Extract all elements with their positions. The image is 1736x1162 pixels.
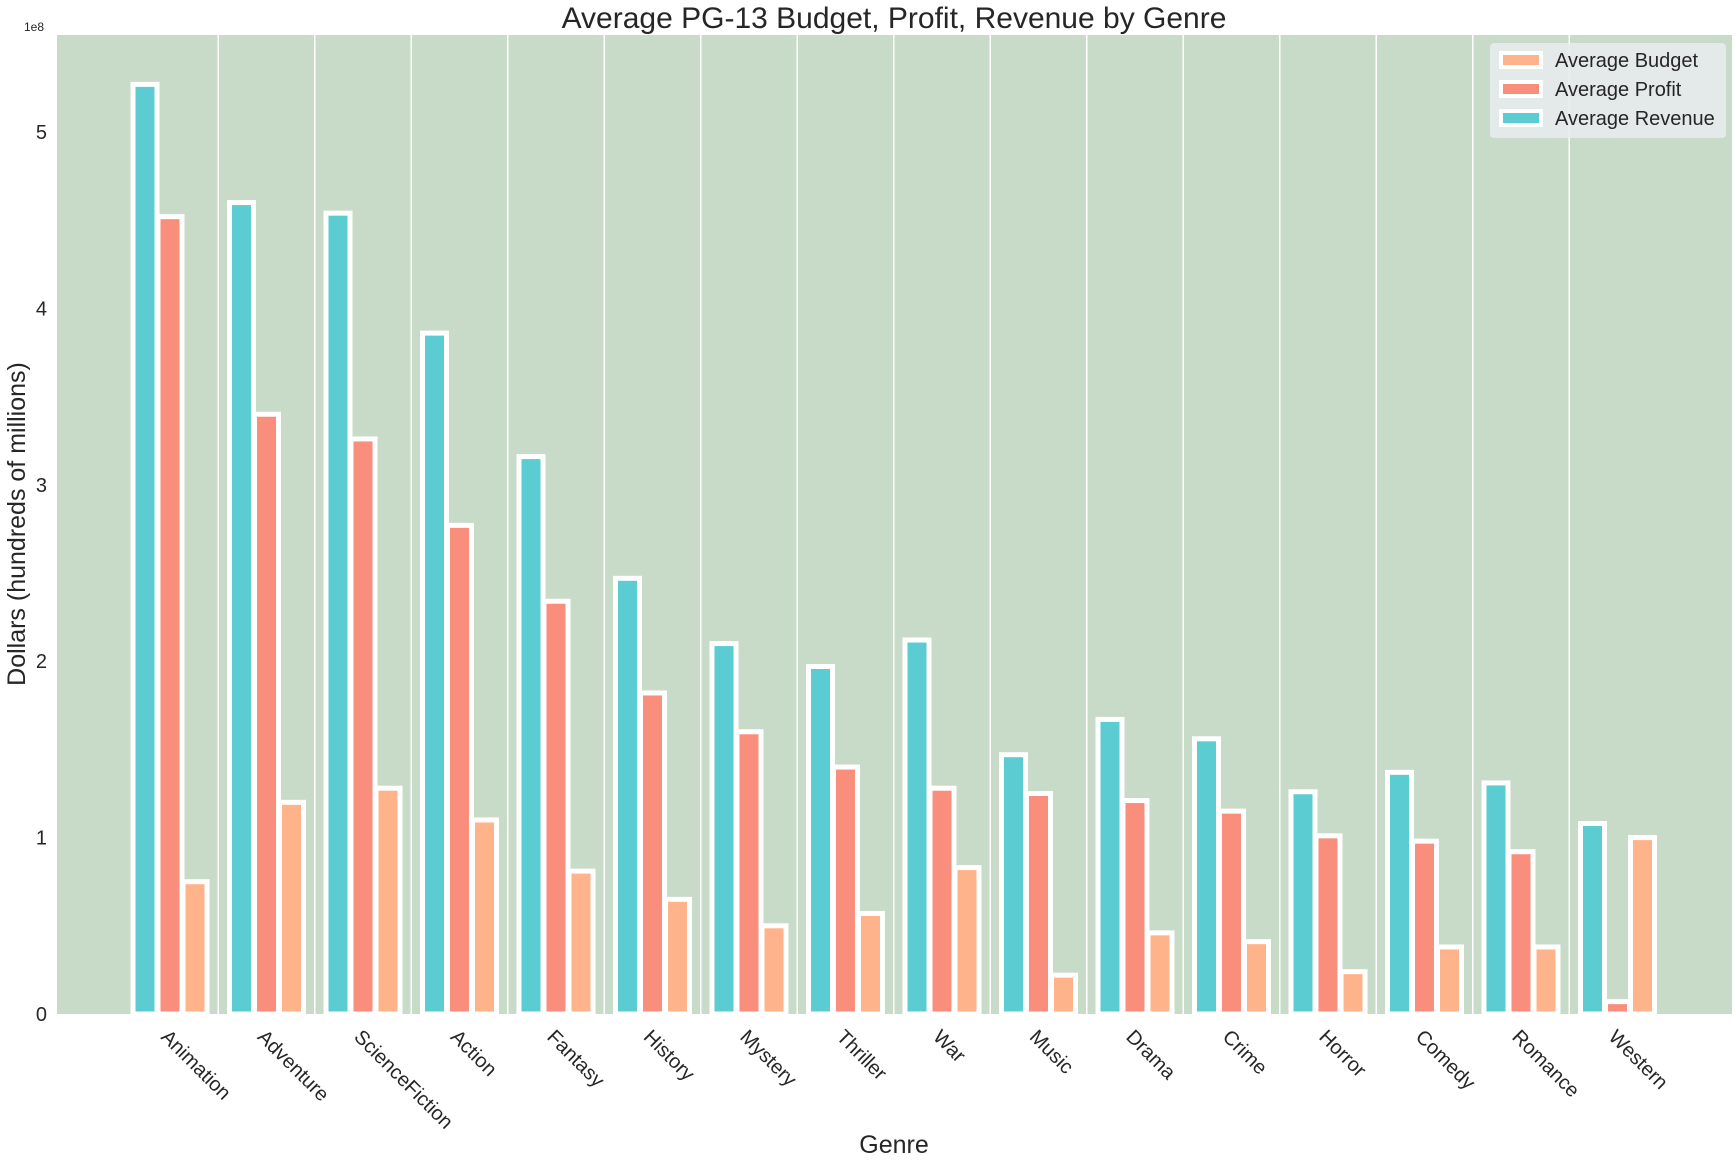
x-tick-label: Horror bbox=[1314, 1026, 1370, 1082]
bar-average-profit bbox=[1313, 833, 1343, 1017]
x-tick-label: Romance bbox=[1507, 1026, 1583, 1102]
bar-average-budget bbox=[566, 868, 596, 1017]
y-tick-label: 4 bbox=[36, 298, 47, 320]
legend-label: Average Budget bbox=[1555, 50, 1699, 72]
bar-average-revenue bbox=[1095, 716, 1125, 1017]
bar-average-budget bbox=[759, 923, 789, 1017]
bar-average-revenue bbox=[1385, 769, 1414, 1017]
bar-average-profit bbox=[1217, 808, 1246, 1017]
bar-average-revenue bbox=[227, 200, 256, 1017]
x-tick-label: Action bbox=[446, 1026, 501, 1081]
bar-average-revenue bbox=[420, 330, 449, 1017]
y-tick-label: 1 bbox=[36, 828, 47, 850]
bar-average-budget bbox=[373, 785, 403, 1017]
bar-average-budget bbox=[1628, 835, 1657, 1017]
bar-average-revenue bbox=[806, 663, 835, 1017]
bar-average-budget bbox=[1435, 944, 1464, 1017]
chart-title: Average PG-13 Budget, Profit, Revenue by… bbox=[562, 2, 1227, 35]
x-tick-label: Adventure bbox=[253, 1026, 333, 1106]
bar-average-profit bbox=[1024, 791, 1053, 1017]
legend-frame bbox=[1490, 43, 1726, 138]
x-tick-label: History bbox=[639, 1026, 699, 1086]
bar-average-budget bbox=[952, 865, 982, 1017]
legend-swatch bbox=[1499, 80, 1543, 98]
x-tick-label: Fantasy bbox=[542, 1026, 608, 1092]
x-tick-label: War bbox=[928, 1026, 969, 1067]
bar-average-profit bbox=[445, 522, 474, 1017]
bar-average-revenue bbox=[516, 454, 546, 1017]
y-tick-label: 5 bbox=[36, 122, 47, 144]
bar-average-profit bbox=[541, 598, 571, 1017]
bar-average-revenue bbox=[323, 210, 353, 1017]
bar-average-budget bbox=[1531, 944, 1561, 1017]
x-tick-label: Drama bbox=[1121, 1026, 1180, 1085]
bar-average-profit bbox=[734, 729, 764, 1017]
bar-average-revenue bbox=[613, 575, 642, 1017]
bar-average-profit bbox=[252, 411, 281, 1017]
bar-average-profit bbox=[638, 690, 667, 1017]
bar-average-revenue bbox=[1288, 789, 1318, 1017]
bar-average-budget bbox=[663, 896, 692, 1017]
y-axis-label: Dollars (hundreds of millions) bbox=[3, 362, 31, 686]
x-tick-label: Western bbox=[1604, 1026, 1672, 1094]
bar-average-revenue bbox=[709, 641, 739, 1017]
y-axis-ticks: 0 1 2 3 4 5 bbox=[36, 122, 47, 1026]
bar-average-budget bbox=[277, 799, 306, 1017]
bar-average-profit bbox=[1120, 798, 1150, 1017]
bar-average-revenue bbox=[1481, 780, 1511, 1017]
bars bbox=[130, 81, 1657, 1017]
y-axis-offset-label: 1e8 bbox=[24, 20, 44, 34]
x-tick-label: Thriller bbox=[832, 1026, 891, 1085]
bar-average-revenue bbox=[1192, 736, 1221, 1017]
bar-average-profit bbox=[155, 214, 185, 1017]
bar-average-profit bbox=[1603, 999, 1632, 1017]
x-tick-label: Mystery bbox=[735, 1026, 800, 1091]
legend-swatch bbox=[1499, 51, 1543, 69]
bar-average-budget bbox=[180, 879, 210, 1017]
x-tick-label: Comedy bbox=[1411, 1026, 1479, 1094]
legend: Average Budget Average Profit Average Reve… bbox=[1490, 43, 1726, 138]
bar-average-profit bbox=[1506, 849, 1536, 1017]
y-tick-label: 3 bbox=[36, 475, 47, 497]
bar-average-budget bbox=[856, 910, 885, 1017]
bar-average-revenue bbox=[999, 752, 1028, 1017]
bar-average-revenue bbox=[130, 81, 160, 1017]
bar-average-profit bbox=[831, 764, 860, 1017]
bar-average-budget bbox=[1338, 969, 1368, 1017]
grid-lines bbox=[217, 35, 1570, 1014]
x-tick-label: Animation bbox=[156, 1026, 234, 1104]
bar-average-budget bbox=[1145, 930, 1175, 1017]
bar-average-budget bbox=[1049, 972, 1078, 1017]
x-tick-label: ScienceFiction bbox=[349, 1026, 457, 1134]
legend-label: Average Revenue bbox=[1555, 108, 1715, 130]
legend-label: Average Profit bbox=[1555, 79, 1682, 101]
bar-average-profit bbox=[927, 785, 957, 1017]
x-tick-label: Music bbox=[1025, 1026, 1077, 1078]
bar-average-budget bbox=[1242, 939, 1271, 1017]
bar-average-revenue bbox=[1578, 820, 1607, 1017]
bar-average-revenue bbox=[902, 637, 932, 1017]
x-tick-label: Crime bbox=[1218, 1026, 1271, 1079]
y-tick-label: 2 bbox=[36, 651, 47, 673]
x-axis-label: Genre bbox=[859, 1131, 928, 1159]
y-tick-label: 0 bbox=[36, 1004, 47, 1026]
bar-average-profit bbox=[1410, 838, 1439, 1017]
bar-average-budget bbox=[470, 817, 499, 1017]
legend-swatch bbox=[1499, 109, 1543, 127]
bar-average-profit bbox=[348, 436, 378, 1017]
